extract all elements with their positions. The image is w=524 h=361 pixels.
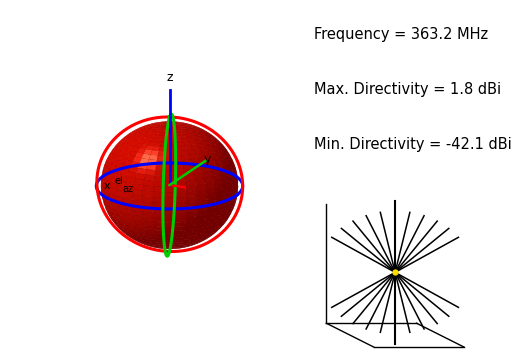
Text: Min. Directivity = -42.1 dBi: Min. Directivity = -42.1 dBi xyxy=(314,137,512,152)
Text: Frequency = 363.2 MHz: Frequency = 363.2 MHz xyxy=(314,27,488,42)
Text: Max. Directivity = 1.8 dBi: Max. Directivity = 1.8 dBi xyxy=(314,82,501,97)
